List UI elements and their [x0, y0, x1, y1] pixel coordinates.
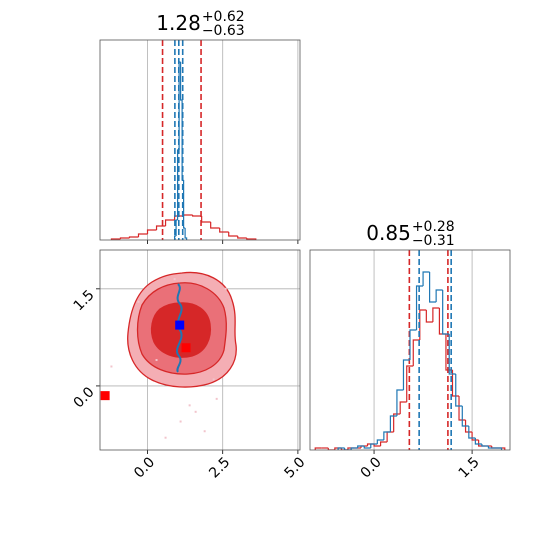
histogram-step	[468, 426, 476, 439]
histogram-step	[412, 339, 420, 366]
histogram-step	[201, 216, 211, 223]
histogram-step	[370, 443, 378, 448]
histogram-step	[344, 448, 352, 450]
histogram-step	[464, 420, 473, 433]
scatter-point	[173, 278, 176, 281]
histogram-step	[155, 225, 166, 230]
title-upper: +0.62	[202, 9, 245, 25]
contour-blue	[176, 283, 183, 373]
scatter-point	[212, 378, 215, 381]
histogram-step	[494, 447, 503, 450]
scatter-point	[137, 300, 140, 303]
histogram-step	[455, 374, 463, 407]
scatter-point	[164, 436, 167, 439]
title-upper: +0.28	[412, 219, 455, 235]
histogram-step	[399, 401, 407, 414]
square-marker	[100, 391, 110, 401]
histogram-step	[183, 180, 186, 229]
data-layer: 1.28 +0.62−0.63 0.0 2.5 5.0 0.0 1.5 0.0 1.5 0.85 +…	[71, 9, 511, 481]
scatter-point	[110, 365, 113, 368]
histogram-step	[471, 432, 479, 441]
histogram-step	[210, 222, 220, 229]
axes-frame	[99, 39, 301, 241]
histogram-step	[409, 329, 417, 360]
histogram-step	[448, 334, 456, 375]
histogram-step	[237, 236, 247, 239]
histogram-step	[164, 219, 175, 226]
scatter-point	[215, 397, 218, 400]
histogram-step	[246, 238, 257, 240]
axes-frame	[309, 249, 511, 451]
histogram-step	[481, 444, 489, 447]
histogram-step	[429, 272, 437, 303]
scatter-point	[155, 359, 158, 362]
histogram-step	[432, 307, 440, 322]
histogram-step	[386, 431, 394, 442]
histogram-step	[327, 448, 335, 450]
x-tick-label: 1.5	[456, 454, 483, 481]
histogram-step	[445, 334, 453, 371]
histogram-step	[376, 439, 384, 444]
x-tick-label: 5.0	[281, 454, 308, 481]
x-tick-label: 0.0	[358, 454, 385, 481]
title-lower: −0.63	[202, 23, 245, 39]
histogram-step	[128, 236, 139, 238]
histogram-step	[419, 309, 427, 340]
panel-title: 1.28	[156, 11, 201, 35]
x-tick-label: 0.0	[131, 454, 158, 481]
histogram-step	[487, 446, 495, 449]
scatter-point	[188, 404, 191, 407]
histogram-step	[422, 271, 430, 286]
histogram-step	[474, 438, 482, 445]
scatter-point	[224, 287, 227, 290]
y-tick-label: 0.0	[71, 384, 98, 411]
histogram-step	[119, 237, 130, 239]
histogram-step	[340, 448, 348, 450]
title-lower: −0.31	[412, 233, 455, 249]
histogram-step	[314, 447, 322, 450]
scatter-point	[179, 420, 182, 423]
histogram-step	[442, 290, 450, 335]
panel-title: 0.85	[366, 221, 411, 245]
axes-frame	[99, 249, 301, 451]
scatter-point	[203, 430, 206, 433]
histogram-step	[461, 406, 469, 427]
x-tick-label: 2.5	[206, 454, 233, 481]
scatter-point	[194, 410, 197, 413]
histogram-step	[383, 431, 391, 440]
histogram-step	[373, 444, 381, 447]
y-tick-label: 1.5	[71, 287, 98, 314]
histogram-step	[146, 229, 157, 234]
histogram-step	[435, 289, 443, 302]
histogram-step	[406, 365, 414, 402]
histogram-step	[415, 285, 424, 330]
histogram-step	[337, 447, 345, 450]
histogram-step	[379, 441, 388, 446]
histogram-step	[389, 415, 397, 432]
histogram-step	[451, 370, 460, 397]
square-marker	[175, 320, 185, 330]
histogram-step	[183, 214, 193, 216]
histogram-step	[357, 445, 365, 448]
histogram-step	[363, 446, 371, 449]
histogram-step	[393, 413, 401, 432]
histogram-step	[228, 232, 238, 237]
histogram-step	[192, 215, 202, 217]
histogram-step	[175, 219, 178, 236]
square-marker	[181, 343, 191, 353]
histogram-step	[137, 233, 148, 237]
contours	[127, 271, 237, 388]
histogram-step	[396, 389, 404, 416]
histogram-step	[219, 228, 229, 233]
histogram-step	[184, 228, 188, 240]
histogram-step	[425, 310, 433, 323]
histogram-step	[180, 62, 183, 101]
histogram-step	[402, 359, 410, 390]
histogram-step	[350, 447, 358, 450]
histogram-step	[458, 396, 466, 421]
